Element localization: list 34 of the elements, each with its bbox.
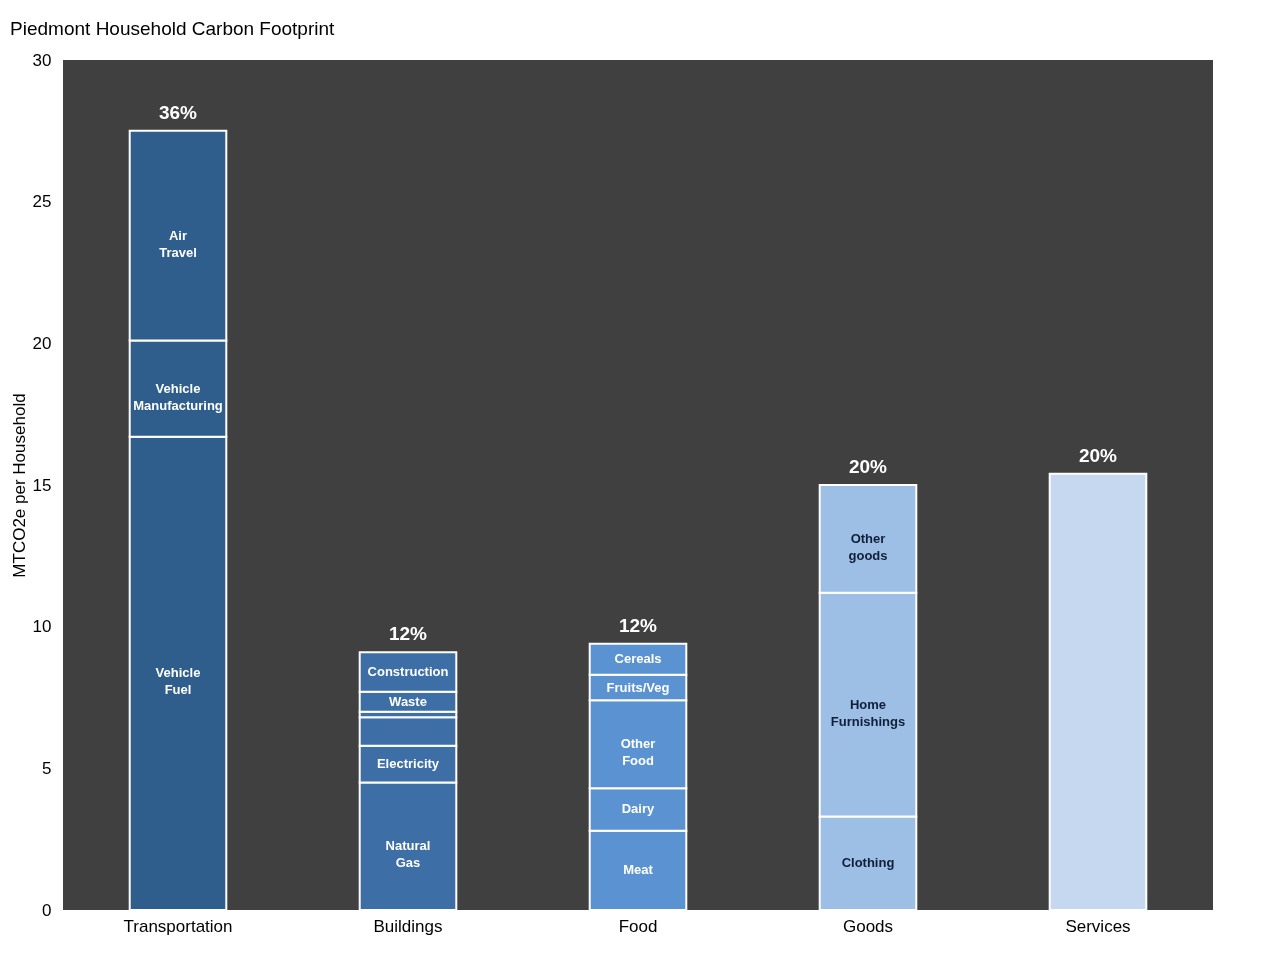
y-tick-label: 10 <box>32 617 52 637</box>
total-label: 36% <box>158 101 198 123</box>
x-tick-label: Food <box>618 916 658 936</box>
x-tick-label: Buildings <box>373 916 443 936</box>
series-label: Natural Gas <box>385 838 431 871</box>
series-label: Clothing <box>841 855 895 871</box>
y-tick-label: 20 <box>32 333 52 353</box>
y-axis-title: MTCO2e per Household <box>9 393 29 578</box>
series-label: Other goods <box>848 530 888 563</box>
total-label: 12% <box>388 623 428 645</box>
total-label: 12% <box>618 614 658 636</box>
y-tick-label: 5 <box>42 758 52 778</box>
series-label: Vehicle Manufacturing <box>133 380 223 413</box>
series-label: Dairy <box>621 801 656 817</box>
y-tick-label: 30 <box>32 50 52 70</box>
total-label: 20% <box>848 456 888 477</box>
series-label: Fruits/Veg <box>606 679 670 695</box>
series-label: Vehicle Fuel <box>155 665 201 698</box>
y-tick-label: 0 <box>42 900 52 920</box>
x-tick-label: Goods <box>842 916 894 936</box>
series-label: Cereals <box>614 651 662 667</box>
y-tick-label: 25 <box>32 192 52 212</box>
series-label: Construction <box>367 664 449 679</box>
x-tick-label: Transportation <box>123 916 233 936</box>
series-label: Other Food <box>620 736 656 769</box>
series-label: Meat <box>623 862 654 878</box>
series-label: Waste <box>389 693 427 709</box>
series-label: Electricity <box>376 756 440 772</box>
total-label: 20% <box>1078 444 1118 466</box>
y-tick-label: 15 <box>32 475 52 495</box>
chart-title: Piedmont Household Carbon Footprint <box>10 18 336 39</box>
x-tick-label: Services <box>1065 916 1131 936</box>
series-label: Air Travel <box>159 227 197 260</box>
series-label: Home Furnishings <box>830 696 906 729</box>
